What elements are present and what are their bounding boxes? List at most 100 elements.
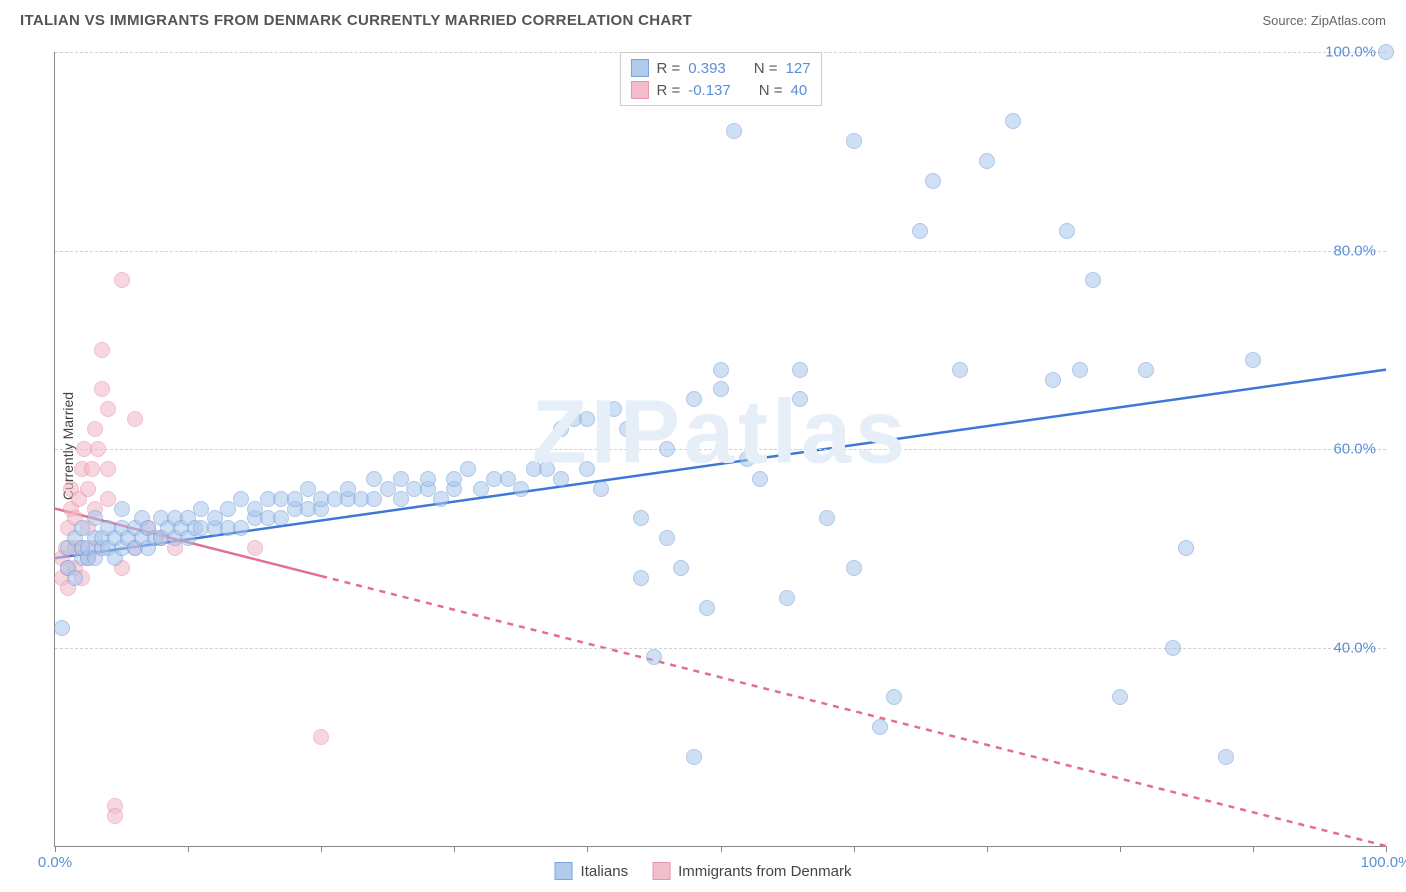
scatter-point-italians — [1165, 640, 1181, 656]
r-value-denmark: -0.137 — [688, 82, 731, 99]
scatter-point-denmark — [87, 421, 103, 437]
scatter-point-italians — [713, 381, 729, 397]
scatter-point-denmark — [114, 272, 130, 288]
swatch-italians — [555, 862, 573, 880]
source-attribution: Source: ZipAtlas.com — [1262, 13, 1386, 28]
trend-line — [55, 370, 1386, 559]
n-value-denmark: 40 — [791, 82, 808, 99]
scatter-point-italians — [846, 133, 862, 149]
scatter-point-italians — [912, 223, 928, 239]
x-tick-mark — [454, 846, 455, 852]
n-label: N = — [754, 60, 778, 77]
gridline-horizontal — [55, 251, 1386, 252]
scatter-point-italians — [67, 570, 83, 586]
x-tick-mark — [854, 846, 855, 852]
y-tick-label: 60.0% — [1333, 441, 1376, 458]
scatter-point-italians — [979, 153, 995, 169]
scatter-point-italians — [819, 510, 835, 526]
x-tick-mark — [321, 846, 322, 852]
trend-line — [321, 576, 1386, 846]
y-tick-label: 80.0% — [1333, 242, 1376, 259]
swatch-denmark — [652, 862, 670, 880]
x-tick-mark — [1386, 846, 1387, 852]
scatter-point-italians — [1218, 749, 1234, 765]
scatter-point-italians — [1072, 362, 1088, 378]
scatter-point-italians — [513, 481, 529, 497]
y-tick-label: 100.0% — [1325, 44, 1376, 61]
scatter-point-italians — [579, 411, 595, 427]
scatter-point-denmark — [84, 461, 100, 477]
chart-title: ITALIAN VS IMMIGRANTS FROM DENMARK CURRE… — [20, 12, 692, 29]
scatter-point-italians — [1059, 223, 1075, 239]
correlation-legend: R = 0.393 N = 127 R = -0.137 N = 40 — [619, 52, 821, 106]
x-tick-mark — [721, 846, 722, 852]
scatter-point-italians — [1245, 352, 1261, 368]
legend-row-italians: R = 0.393 N = 127 — [630, 57, 810, 79]
scatter-point-italians — [779, 590, 795, 606]
n-value-italians: 127 — [786, 60, 811, 77]
x-tick-label: 100.0% — [1361, 854, 1406, 871]
scatter-point-denmark — [247, 540, 263, 556]
scatter-point-italians — [646, 649, 662, 665]
scatter-point-italians — [952, 362, 968, 378]
legend-label-italians: Italians — [581, 863, 629, 880]
scatter-point-italians — [1045, 372, 1061, 388]
scatter-point-denmark — [94, 381, 110, 397]
scatter-point-italians — [606, 401, 622, 417]
scatter-point-italians — [1005, 113, 1021, 129]
x-tick-mark — [1120, 846, 1121, 852]
gridline-horizontal — [55, 449, 1386, 450]
scatter-point-italians — [579, 461, 595, 477]
source-prefix: Source: — [1262, 13, 1310, 28]
x-tick-mark — [1253, 846, 1254, 852]
scatter-point-italians — [686, 391, 702, 407]
scatter-point-italians — [699, 600, 715, 616]
scatter-point-denmark — [80, 481, 96, 497]
scatter-point-italians — [752, 471, 768, 487]
x-tick-mark — [587, 846, 588, 852]
scatter-point-denmark — [100, 461, 116, 477]
scatter-point-italians — [792, 362, 808, 378]
x-tick-mark — [188, 846, 189, 852]
scatter-point-denmark — [100, 401, 116, 417]
r-value-italians: 0.393 — [688, 60, 726, 77]
x-tick-label: 0.0% — [38, 854, 72, 871]
scatter-point-italians — [619, 421, 635, 437]
scatter-point-italians — [1112, 689, 1128, 705]
scatter-point-italians — [633, 570, 649, 586]
scatter-point-denmark — [94, 342, 110, 358]
scatter-point-italians — [872, 719, 888, 735]
scatter-point-italians — [925, 173, 941, 189]
scatter-point-italians — [54, 620, 70, 636]
scatter-point-denmark — [127, 411, 143, 427]
scatter-point-italians — [659, 441, 675, 457]
scatter-point-italians — [713, 362, 729, 378]
r-label: R = — [656, 82, 680, 99]
scatter-point-italians — [553, 471, 569, 487]
scatter-point-denmark — [90, 441, 106, 457]
swatch-italians — [630, 59, 648, 77]
scatter-point-italians — [114, 501, 130, 517]
scatter-point-italians — [1178, 540, 1194, 556]
scatter-point-italians — [593, 481, 609, 497]
scatter-point-italians — [726, 123, 742, 139]
scatter-point-italians — [460, 461, 476, 477]
scatter-point-italians — [686, 749, 702, 765]
scatter-point-italians — [739, 451, 755, 467]
gridline-horizontal — [55, 648, 1386, 649]
scatter-point-italians — [792, 391, 808, 407]
scatter-point-italians — [673, 560, 689, 576]
scatter-point-italians — [886, 689, 902, 705]
scatter-point-italians — [846, 560, 862, 576]
scatter-point-denmark — [313, 729, 329, 745]
legend-row-denmark: R = -0.137 N = 40 — [630, 79, 810, 101]
scatter-point-italians — [1378, 44, 1394, 60]
series-legend: Italians Immigrants from Denmark — [555, 862, 852, 880]
x-tick-mark — [55, 846, 56, 852]
scatter-point-denmark — [107, 808, 123, 824]
legend-item-denmark: Immigrants from Denmark — [652, 862, 851, 880]
chart-plot-area: ZIPatlas R = 0.393 N = 127 R = -0.137 N … — [54, 52, 1386, 847]
swatch-denmark — [630, 81, 648, 99]
scatter-point-italians — [633, 510, 649, 526]
legend-item-italians: Italians — [555, 862, 629, 880]
